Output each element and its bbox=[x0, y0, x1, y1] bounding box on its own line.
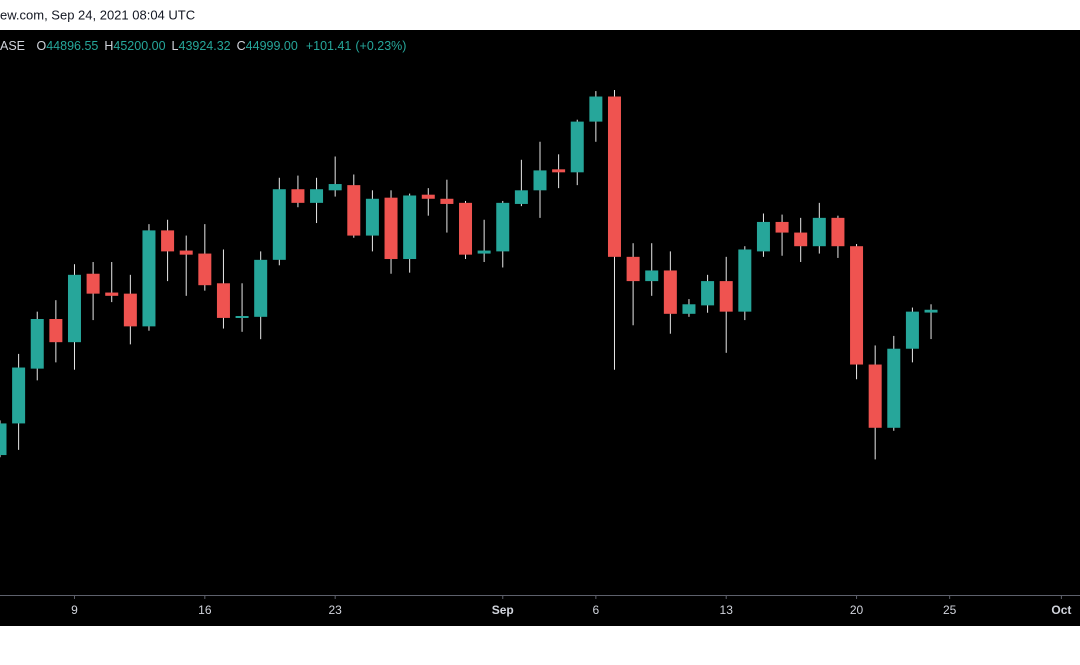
candle-body bbox=[30, 319, 44, 369]
plot-area bbox=[0, 89, 938, 460]
readout-value: 44999.00 bbox=[246, 39, 298, 53]
candle-body bbox=[272, 189, 286, 260]
candle-body bbox=[701, 281, 715, 306]
candle-body bbox=[905, 311, 919, 349]
readout-letter: O bbox=[37, 39, 47, 53]
candle-body bbox=[403, 195, 417, 260]
x-tick-label: 9 bbox=[71, 603, 78, 617]
candle-body bbox=[49, 319, 63, 343]
candle-body bbox=[198, 253, 212, 286]
candle-body bbox=[179, 250, 193, 255]
candle-body bbox=[812, 217, 826, 247]
candle-body bbox=[514, 190, 528, 204]
candle-body bbox=[384, 197, 398, 260]
candle-body bbox=[440, 198, 454, 204]
candle-body bbox=[775, 221, 789, 233]
candle-body bbox=[347, 185, 361, 236]
candle-body bbox=[570, 121, 584, 173]
candle-body bbox=[663, 270, 677, 314]
candle-body bbox=[421, 194, 435, 199]
candle-body bbox=[682, 304, 696, 314]
x-tick-label: 23 bbox=[328, 603, 342, 617]
chart-background bbox=[0, 30, 1080, 626]
candle-body bbox=[924, 309, 938, 313]
candle-body bbox=[142, 230, 156, 327]
symbol: ASE bbox=[0, 39, 25, 53]
x-tick-label: Oct bbox=[1051, 603, 1071, 617]
candle-body bbox=[831, 217, 845, 247]
readout-change-pct: (+0.23%) bbox=[355, 39, 406, 53]
candle-body bbox=[216, 283, 230, 318]
top-bar bbox=[0, 0, 1080, 30]
candle-body bbox=[607, 96, 621, 257]
candle-body bbox=[105, 292, 119, 296]
candle-body bbox=[123, 293, 137, 327]
readout-letter: H bbox=[104, 39, 113, 53]
candle-body bbox=[887, 348, 901, 428]
candle-body bbox=[86, 273, 100, 294]
x-tick-label: 20 bbox=[850, 603, 864, 617]
candle-body bbox=[12, 367, 26, 424]
readout-value: 43924.32 bbox=[179, 39, 231, 53]
bottom-bar bbox=[0, 626, 1080, 665]
candle-body bbox=[291, 189, 305, 203]
readout-letter: L bbox=[172, 39, 179, 53]
candle-body bbox=[477, 250, 491, 254]
readout-value: 45200.00 bbox=[113, 39, 165, 53]
x-tick-label: 16 bbox=[198, 603, 212, 617]
candle-body bbox=[496, 202, 510, 252]
readout-change: +101.41 bbox=[306, 39, 352, 53]
candle-body bbox=[645, 270, 659, 282]
candle-body bbox=[533, 170, 547, 191]
candle-body bbox=[459, 202, 473, 255]
candle-body bbox=[719, 281, 733, 312]
candle-body bbox=[552, 169, 566, 173]
candle-body bbox=[161, 230, 175, 252]
candle-body bbox=[365, 198, 379, 236]
readout-value: 44896.55 bbox=[46, 39, 98, 53]
candle-body bbox=[589, 96, 603, 122]
candle-body bbox=[738, 249, 752, 312]
candle-body bbox=[850, 246, 864, 365]
x-tick-label: Sep bbox=[492, 603, 514, 617]
ohlc-readout: ASE O44896.55 H45200.00 L43924.32 C44999.00… bbox=[0, 39, 406, 53]
x-tick-label: 6 bbox=[593, 603, 600, 617]
candle-body bbox=[626, 256, 640, 282]
candle-body bbox=[310, 189, 324, 203]
x-tick-label: 25 bbox=[943, 603, 957, 617]
x-tick-label: 13 bbox=[720, 603, 734, 617]
candle-body bbox=[868, 364, 882, 428]
candle-body bbox=[328, 184, 342, 191]
candle-body bbox=[756, 221, 770, 252]
candle-body bbox=[254, 259, 268, 317]
candle-body bbox=[0, 423, 7, 456]
chart-subtitle: ew.com, Sep 24, 2021 08:04 UTC bbox=[0, 7, 195, 22]
candle-body bbox=[794, 232, 808, 247]
candle-body bbox=[235, 316, 249, 319]
readout-letter: C bbox=[237, 39, 246, 53]
candle-body bbox=[67, 274, 81, 343]
